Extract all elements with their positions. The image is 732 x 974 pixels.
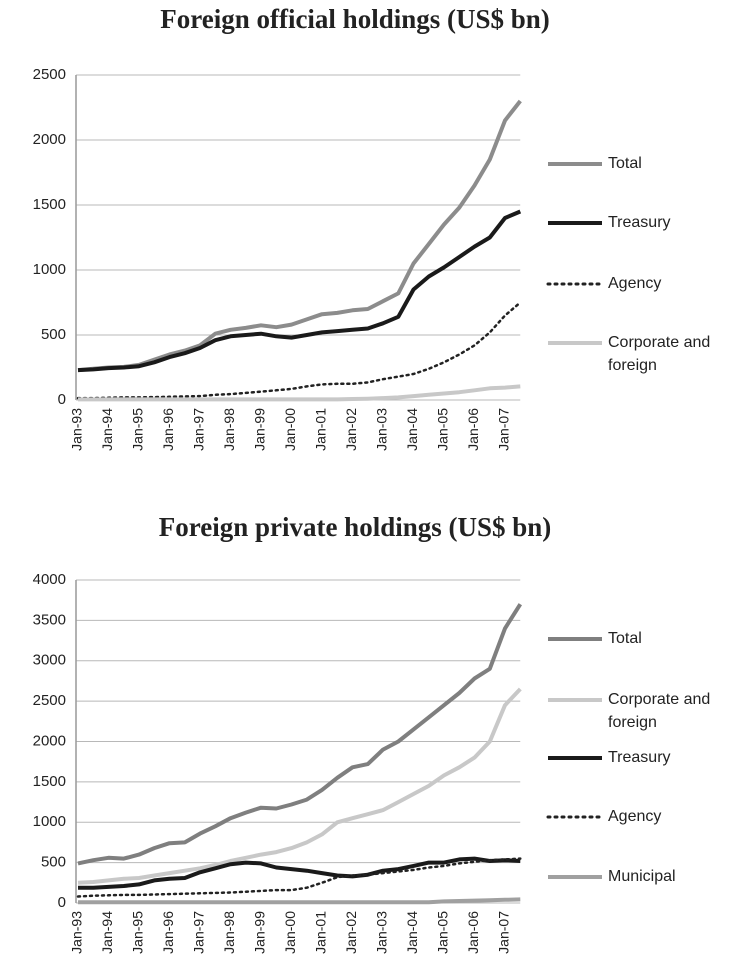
- x-tick-label: Jan-03: [374, 911, 390, 954]
- y-tick-label: 500: [41, 854, 66, 871]
- chart: Foreign official holdings (US$ bn) 0 500 10…: [33, 4, 604, 451]
- x-tick-label: Jan-94: [99, 408, 115, 451]
- legend-label: Corporate and foreign: [608, 334, 711, 374]
- x-tick-label: Jan-06: [465, 911, 481, 954]
- legend-label: Total: [608, 630, 642, 647]
- x-tick-label: Jan-98: [221, 911, 237, 954]
- x-tick-label: Jan-05: [435, 408, 451, 451]
- x-tick-label: Jan-03: [374, 408, 390, 451]
- x-tick-label: Jan-00: [282, 408, 298, 451]
- y-tick-label: 500: [41, 326, 66, 343]
- chart: Foreign private holdings (US$ bn) 0 500 100…: [33, 512, 604, 954]
- series-line: [78, 384, 521, 402]
- y-tick-label: 2500: [33, 66, 66, 83]
- legend-label: Agency: [608, 275, 662, 292]
- series-line: [77, 603, 522, 866]
- legend-label: Treasury: [608, 749, 671, 766]
- x-tick-label: Jan-95: [130, 911, 146, 954]
- legend-label: Agency: [608, 808, 662, 825]
- x-tick-label: Jan-93: [69, 408, 85, 451]
- x-tick-label: Jan-96: [160, 408, 176, 451]
- x-tick-label: Jan-98: [221, 408, 237, 451]
- series-line: [78, 897, 521, 905]
- legend-label: Corporate and foreign: [608, 691, 711, 731]
- y-tick-label: 1000: [33, 813, 66, 830]
- y-tick-label: 3500: [33, 611, 66, 628]
- y-tick-label: 4000: [33, 571, 66, 588]
- x-tick-label: Jan-07: [496, 911, 512, 954]
- x-tick-label: Jan-97: [191, 911, 207, 954]
- x-tick-label: Jan-94: [99, 911, 115, 954]
- chart-title: Foreign official holdings (US$ bn): [160, 4, 550, 34]
- x-tick-label: Jan-06: [465, 408, 481, 451]
- x-tick-label: Jan-02: [343, 911, 359, 954]
- x-tick-label: Jan-00: [282, 911, 298, 954]
- x-tick-label: Jan-99: [252, 408, 268, 451]
- legend-label: Treasury: [608, 214, 671, 231]
- x-tick-label: Jan-07: [496, 408, 512, 451]
- series-line: [76, 857, 522, 898]
- x-tick-label: Jan-02: [343, 408, 359, 451]
- y-tick-label: 2000: [33, 732, 66, 749]
- x-tick-label: Jan-04: [404, 408, 420, 451]
- y-tick-label: 1500: [33, 196, 66, 213]
- y-tick-label: 0: [58, 391, 66, 408]
- x-tick-label: Jan-93: [69, 911, 85, 954]
- x-tick-label: Jan-01: [313, 408, 329, 451]
- legend-label: Total: [608, 155, 642, 172]
- y-tick-label: 1000: [33, 261, 66, 278]
- series-line: [77, 687, 522, 885]
- y-tick-label: 2000: [33, 131, 66, 148]
- x-tick-label: Jan-96: [160, 911, 176, 954]
- y-tick-label: 3000: [33, 652, 66, 669]
- legend-label: Municipal: [608, 868, 676, 885]
- series-line: [78, 856, 521, 890]
- x-tick-label: Jan-99: [252, 911, 268, 954]
- x-tick-label: Jan-01: [313, 911, 329, 954]
- x-tick-label: Jan-97: [191, 408, 207, 451]
- x-tick-label: Jan-95: [130, 408, 146, 451]
- series-line: [76, 301, 522, 400]
- series-line: [77, 99, 522, 373]
- x-tick-label: Jan-05: [435, 911, 451, 954]
- chart-title: Foreign private holdings (US$ bn): [159, 512, 552, 542]
- x-tick-label: Jan-04: [404, 911, 420, 954]
- y-tick-label: 2500: [33, 692, 66, 709]
- y-tick-label: 1500: [33, 773, 66, 790]
- series-line: [77, 209, 522, 373]
- y-tick-label: 0: [58, 894, 66, 911]
